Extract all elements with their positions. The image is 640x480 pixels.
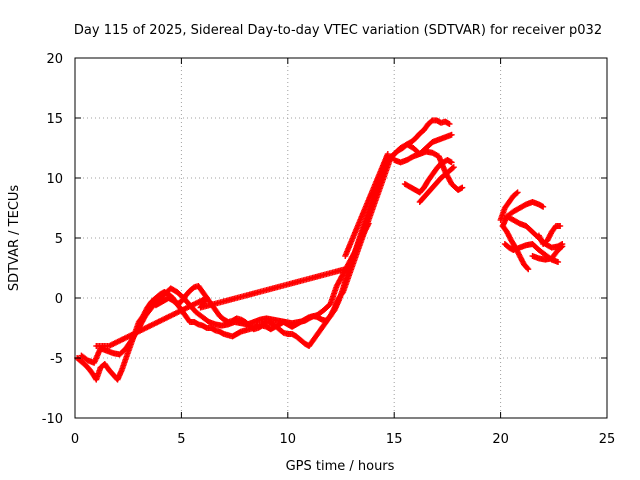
data-point bbox=[449, 165, 456, 172]
data-point bbox=[513, 190, 520, 197]
data-point bbox=[459, 184, 466, 191]
y-tick-label: 20 bbox=[46, 52, 63, 67]
y-axis-label: SDTVAR / TECUs bbox=[7, 185, 22, 292]
chart-title: Day 115 of 2025, Sidereal Day-to-day VTE… bbox=[74, 23, 602, 38]
x-tick-label: 10 bbox=[280, 432, 297, 447]
x-tick-label: 20 bbox=[492, 432, 509, 447]
data-point bbox=[557, 223, 564, 229]
x-axis-label: GPS time / hours bbox=[286, 459, 395, 474]
grid-lines bbox=[75, 58, 607, 418]
data-point bbox=[514, 189, 521, 196]
axis-ticks: 0 5 10 15 20 25 -10 -5 0 5 10 15 20 bbox=[42, 52, 616, 447]
data-point bbox=[342, 253, 349, 259]
data-point bbox=[555, 259, 562, 265]
y-tick-label: -10 bbox=[42, 412, 63, 427]
data-point bbox=[448, 159, 455, 166]
x-tick-label: 0 bbox=[71, 432, 79, 447]
data-point bbox=[525, 266, 532, 273]
data-point bbox=[446, 121, 453, 127]
data-point bbox=[524, 265, 531, 272]
data-point bbox=[450, 164, 457, 171]
data-points bbox=[74, 117, 566, 383]
y-tick-label: 15 bbox=[46, 112, 63, 127]
data-point bbox=[540, 203, 547, 210]
data-point bbox=[559, 243, 566, 250]
y-tick-label: 0 bbox=[55, 292, 63, 307]
y-tick-label: 5 bbox=[55, 232, 63, 247]
y-tick-label: -5 bbox=[50, 352, 63, 367]
x-tick-label: 5 bbox=[177, 432, 185, 447]
x-tick-label: 15 bbox=[386, 432, 403, 447]
data-point bbox=[448, 131, 455, 138]
y-tick-label: 10 bbox=[46, 172, 63, 187]
x-tick-label: 25 bbox=[599, 432, 616, 447]
data-point bbox=[558, 244, 565, 251]
